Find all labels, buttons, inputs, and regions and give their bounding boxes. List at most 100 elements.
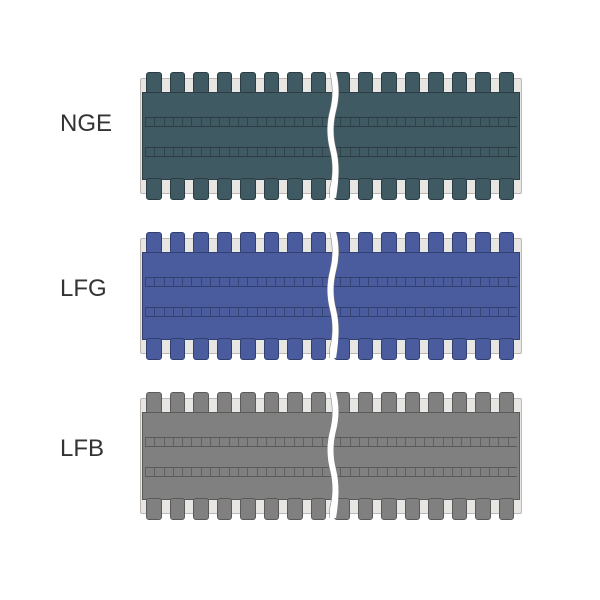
belt-hinge <box>145 307 517 317</box>
belt-tooth <box>146 392 162 414</box>
belt-tooth <box>311 178 327 200</box>
belt-tooth <box>334 498 350 520</box>
belt-body <box>142 252 520 340</box>
belt-tooth <box>287 392 303 414</box>
belt-tooth <box>170 392 186 414</box>
belt-tooth <box>499 392 515 414</box>
belt-tooth <box>499 498 515 520</box>
belt-tooth <box>311 72 327 94</box>
belt-tooth <box>287 178 303 200</box>
belt-tooth <box>428 498 444 520</box>
belt-hinge <box>145 277 517 287</box>
belt-tooth <box>264 498 280 520</box>
belt-tooth <box>475 338 491 360</box>
belt-tooth <box>193 498 209 520</box>
belt-tooth <box>452 338 468 360</box>
belt-tooth <box>428 232 444 254</box>
belt-tooth <box>217 178 233 200</box>
belt-tooth <box>170 338 186 360</box>
belt-tooth <box>240 498 256 520</box>
belt-tooth <box>170 178 186 200</box>
belt-tooth <box>499 232 515 254</box>
belt-tooth <box>475 498 491 520</box>
belt-tooth <box>193 178 209 200</box>
belt-tooth <box>405 72 421 94</box>
belt-tooth <box>475 392 491 414</box>
belt-teeth-top <box>146 392 514 412</box>
belt-tooth <box>311 232 327 254</box>
belt-tooth <box>499 178 515 200</box>
belt-label-lfg: LFG <box>60 275 107 303</box>
belt-label-lfb: LFB <box>60 435 104 463</box>
belt-tooth <box>334 232 350 254</box>
belt-tooth <box>264 392 280 414</box>
belt-body <box>142 412 520 500</box>
belt-tooth <box>264 338 280 360</box>
belt-hinge <box>145 147 517 157</box>
belt-tooth <box>240 338 256 360</box>
belt-hinge <box>145 467 517 477</box>
belt-tooth <box>146 498 162 520</box>
belt-tooth <box>358 178 374 200</box>
belt-tooth <box>287 338 303 360</box>
belt-tooth <box>499 72 515 94</box>
belt-tooth <box>334 338 350 360</box>
belt-hinge <box>145 437 517 447</box>
belt-tooth <box>193 72 209 94</box>
belt-tooth <box>381 72 397 94</box>
belt-tooth <box>311 338 327 360</box>
belt-tooth <box>452 178 468 200</box>
belt-tooth <box>452 72 468 94</box>
belt-tooth <box>146 232 162 254</box>
belt-tooth <box>381 498 397 520</box>
belt-tooth <box>428 392 444 414</box>
belt-tooth <box>405 232 421 254</box>
belt-hinge <box>145 117 517 127</box>
belt-swatch-lfb <box>140 390 520 520</box>
belt-teeth-bottom <box>146 338 514 358</box>
belt-tooth <box>217 232 233 254</box>
belt-tooth <box>358 72 374 94</box>
belt-tooth <box>170 498 186 520</box>
belt-tooth <box>452 392 468 414</box>
belt-tooth <box>428 178 444 200</box>
belt-tooth <box>405 392 421 414</box>
belt-tooth <box>452 232 468 254</box>
belt-tooth <box>264 178 280 200</box>
belt-tooth <box>358 338 374 360</box>
belt-tooth <box>240 392 256 414</box>
belt-tooth <box>334 72 350 94</box>
belt-color-swatch-diagram: NGELFGLFB <box>0 0 600 600</box>
belt-tooth <box>146 178 162 200</box>
belt-tooth <box>405 338 421 360</box>
belt-teeth-top <box>146 232 514 252</box>
belt-tooth <box>475 232 491 254</box>
belt-tooth <box>287 498 303 520</box>
belt-tooth <box>264 232 280 254</box>
belt-tooth <box>193 392 209 414</box>
belt-tooth <box>475 178 491 200</box>
belt-teeth-top <box>146 72 514 92</box>
belt-tooth <box>217 498 233 520</box>
belt-teeth-bottom <box>146 178 514 198</box>
belt-tooth <box>170 232 186 254</box>
belt-tooth <box>240 232 256 254</box>
belt-tooth <box>358 232 374 254</box>
belt-tooth <box>475 72 491 94</box>
belt-teeth-bottom <box>146 498 514 518</box>
belt-tooth <box>170 72 186 94</box>
belt-tooth <box>452 498 468 520</box>
belt-tooth <box>381 178 397 200</box>
belt-tooth <box>240 72 256 94</box>
belt-tooth <box>499 338 515 360</box>
belt-tooth <box>428 72 444 94</box>
belt-body <box>142 92 520 180</box>
belt-tooth <box>193 338 209 360</box>
belt-tooth <box>311 498 327 520</box>
belt-tooth <box>405 498 421 520</box>
belt-tooth <box>381 232 397 254</box>
belt-swatch-lfg <box>140 230 520 360</box>
belt-tooth <box>358 498 374 520</box>
belt-tooth <box>193 232 209 254</box>
belt-tooth <box>217 338 233 360</box>
